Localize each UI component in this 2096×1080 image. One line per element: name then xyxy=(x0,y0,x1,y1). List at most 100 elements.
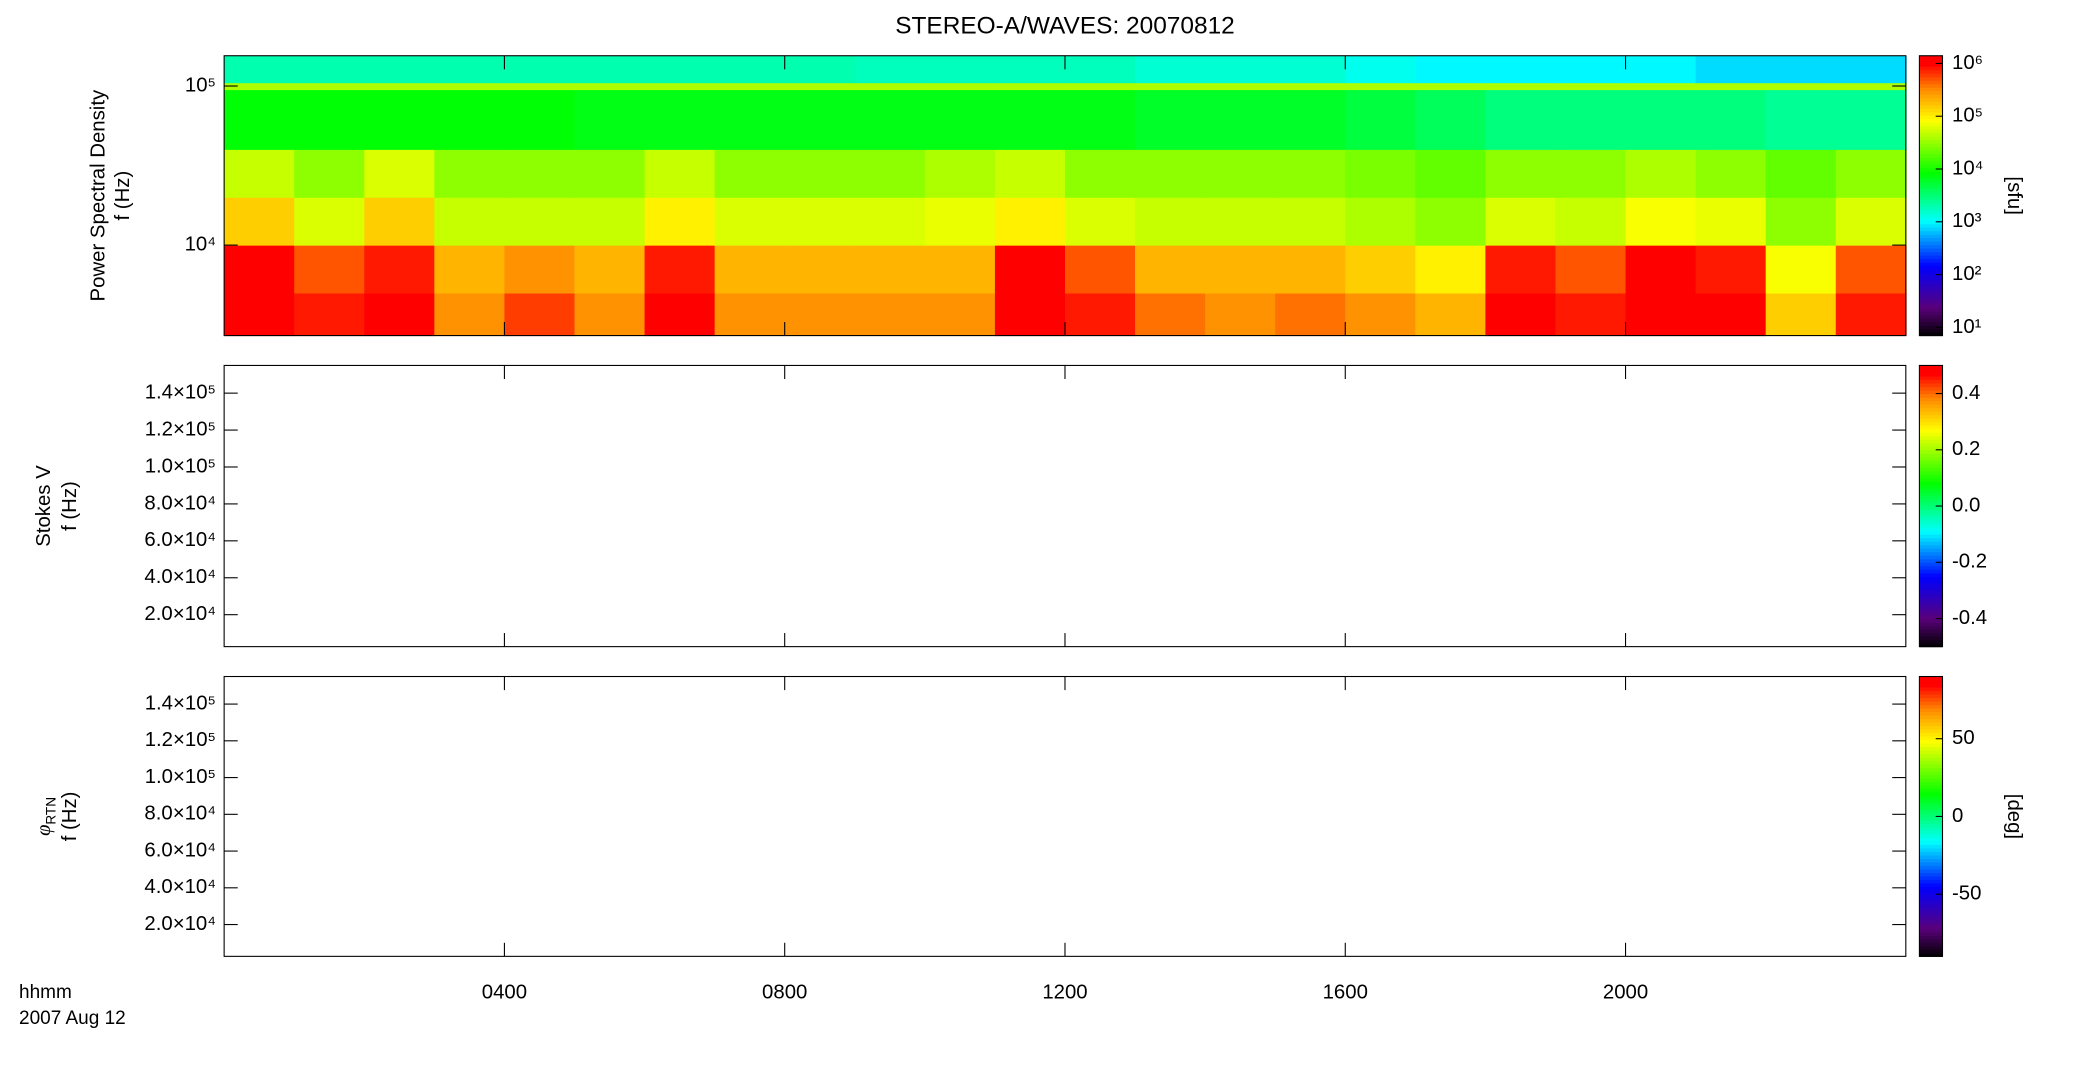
colorbar-slice xyxy=(1919,276,1943,281)
colorbar-slice xyxy=(1919,414,1943,419)
colorbar-slice xyxy=(1919,763,1943,769)
heatmap-cell xyxy=(1485,292,1557,337)
heatmap-cell xyxy=(994,245,1066,294)
colorbar-slice xyxy=(1919,139,1943,144)
heatmap-cell xyxy=(504,89,576,150)
heatmap-cell xyxy=(1345,82,1417,91)
heatmap-cell xyxy=(924,149,996,198)
heatmap-cell xyxy=(1765,55,1837,84)
colorbar-slice xyxy=(1919,914,1943,919)
colorbar-slice xyxy=(1919,917,1943,922)
colorbar-slice xyxy=(1919,816,1943,821)
heatmap-cell xyxy=(1415,89,1487,150)
colorbar-slice xyxy=(1919,97,1943,102)
y-tick-label: 4.0×10⁴ xyxy=(144,566,216,588)
colorbar-tick-label: 10⁵ xyxy=(1952,105,1983,127)
colorbar-slice xyxy=(1919,474,1943,479)
colorbar-slice xyxy=(1919,90,1943,95)
colorbar-slice xyxy=(1919,586,1943,591)
colorbar-slice xyxy=(1919,404,1943,409)
heatmap-cell xyxy=(1765,197,1837,246)
colorbar-tick-label: 10⁶ xyxy=(1952,52,1983,74)
colorbar-slice xyxy=(1919,237,1943,242)
colorbar-slice xyxy=(1919,304,1943,309)
colorbar-slice xyxy=(1919,456,1943,461)
heatmap-cell xyxy=(1695,197,1767,246)
colorbar-slice xyxy=(1919,365,1943,370)
heatmap-cell xyxy=(504,245,576,294)
heatmap-cell xyxy=(1275,245,1347,294)
colorbar-slice xyxy=(1919,150,1943,155)
colorbar-slice xyxy=(1919,506,1943,511)
heatmap-cell xyxy=(364,149,436,198)
heatmap-cell xyxy=(1275,292,1347,337)
heatmap-cell xyxy=(1205,292,1277,337)
colorbar-slice xyxy=(1919,87,1943,92)
heatmap-cell xyxy=(784,55,856,84)
colorbar-slice xyxy=(1919,760,1943,765)
colorbar-slice xyxy=(1919,735,1943,741)
colorbar-slice xyxy=(1919,234,1943,239)
colorbar-slice xyxy=(1919,311,1943,316)
colorbar-slice xyxy=(1919,756,1943,762)
colorbar-slice xyxy=(1919,632,1943,637)
heatmap-cell xyxy=(1835,197,1907,246)
colorbar-slice xyxy=(1919,718,1943,723)
x-tick-label: 2000 xyxy=(1603,981,1648,1003)
heatmap-cell xyxy=(1695,55,1767,84)
colorbar-tick-label: 10³ xyxy=(1952,210,1982,232)
heatmap-cell xyxy=(1345,89,1417,150)
colorbar-label: [deg] xyxy=(2003,794,2025,839)
colorbar-slice xyxy=(1919,798,1943,803)
colorbar-slice xyxy=(1919,411,1943,416)
colorbar-slice xyxy=(1919,122,1943,127)
colorbar-slice xyxy=(1919,795,1943,800)
colorbar-slice xyxy=(1919,847,1943,852)
colorbar-slice xyxy=(1919,132,1943,137)
heatmap-cell xyxy=(1135,245,1206,294)
heatmap-cell xyxy=(1765,292,1837,337)
y-tick-label: 10⁴ xyxy=(185,233,216,255)
y-axis-label: f (Hz) xyxy=(112,171,134,221)
heatmap-cell xyxy=(294,55,366,84)
heatmap-cell xyxy=(1205,245,1277,294)
colorbar-slice xyxy=(1919,893,1943,898)
colorbar-slice xyxy=(1919,629,1943,634)
colorbar-slice xyxy=(1919,94,1943,99)
colorbar-slice xyxy=(1919,167,1943,172)
y-tick-label: 8.0×10⁴ xyxy=(144,492,216,514)
colorbar-slice xyxy=(1919,928,1943,933)
colorbar-slice xyxy=(1919,949,1943,954)
colorbar-tick-label: 0.2 xyxy=(1952,438,1980,460)
colorbar-slice xyxy=(1919,945,1943,950)
colorbar-slice xyxy=(1919,576,1943,581)
colorbar-slice xyxy=(1919,534,1943,539)
colorbar-slice xyxy=(1919,421,1943,426)
colorbar-slice xyxy=(1919,153,1943,158)
colorbar-slice xyxy=(1919,258,1943,263)
heatmap-cell xyxy=(924,89,996,150)
heatmap-cell xyxy=(364,89,436,150)
colorbar-slice xyxy=(1919,328,1943,333)
colorbar-slice xyxy=(1919,314,1943,319)
colorbar-slice xyxy=(1919,386,1943,391)
colorbar-slice xyxy=(1919,80,1943,85)
y-axis-label: Power Spectral Density xyxy=(88,89,110,301)
colorbar-slice xyxy=(1919,115,1943,120)
colorbar-slice xyxy=(1919,470,1943,475)
heatmap-cell xyxy=(1625,245,1697,294)
colorbar-slice xyxy=(1919,714,1943,720)
heatmap-cell xyxy=(644,82,716,91)
colorbar-slice xyxy=(1919,69,1943,74)
colorbar-slice xyxy=(1919,555,1943,560)
colorbar-slice xyxy=(1919,101,1943,106)
colorbar-slice xyxy=(1919,325,1943,330)
heatmap-cell xyxy=(854,149,926,198)
heatmap-cell xyxy=(1625,89,1697,150)
colorbar-slice xyxy=(1919,921,1943,926)
colorbar-slice xyxy=(1919,721,1943,727)
colorbar-slice xyxy=(1919,174,1943,179)
x-tick-label: 1600 xyxy=(1323,981,1368,1003)
colorbar-slice xyxy=(1919,111,1943,116)
colorbar-slice xyxy=(1919,118,1943,123)
